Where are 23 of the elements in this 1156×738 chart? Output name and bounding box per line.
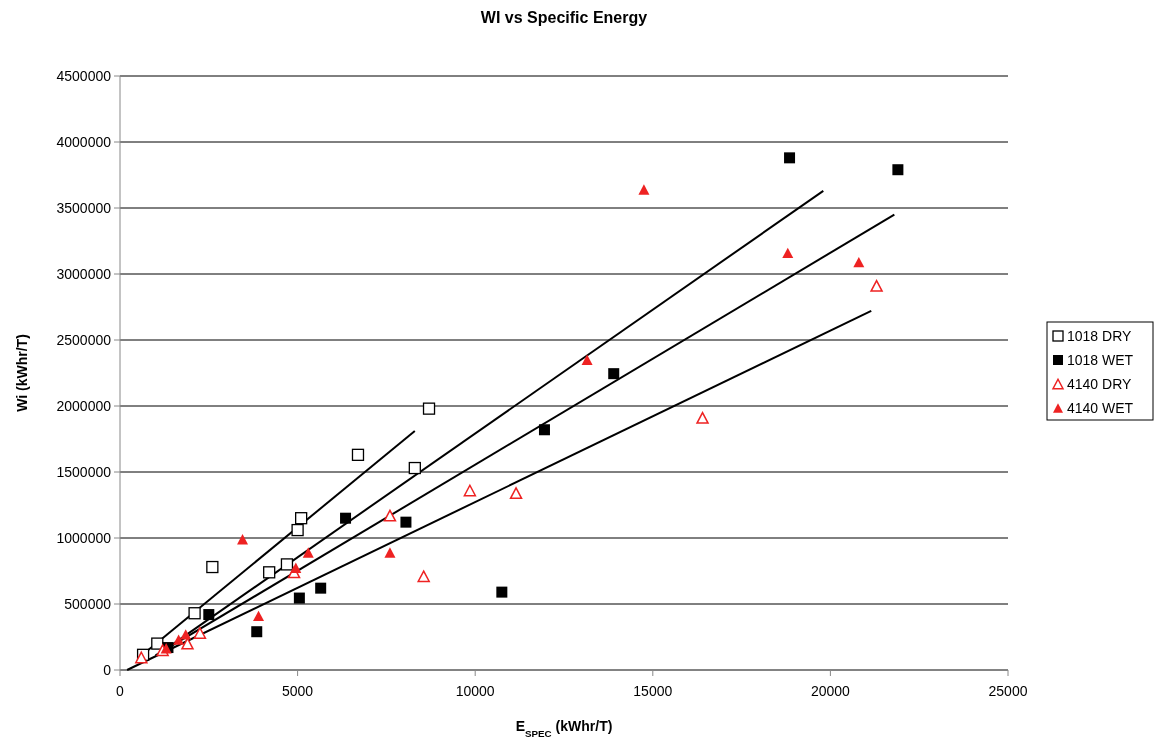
chart-title: WI vs Specific Energy	[480, 9, 648, 26]
y-tick-label: 0	[103, 661, 112, 678]
y-tick-label: 2000000	[56, 397, 112, 414]
x-tick-label: 10000	[455, 683, 495, 699]
y-tick-label: 2500000	[56, 331, 112, 348]
legend-label: 4140 WET	[1067, 399, 1134, 416]
y-tick-label: 500000	[64, 595, 112, 612]
y-tick-label: 4000000	[56, 133, 112, 150]
x-tick-label: 25000	[988, 683, 1028, 699]
y-tick-label: 1000000	[56, 529, 112, 546]
x-tick-label: 15000	[633, 683, 673, 699]
x-axis-title: E$_{SPEC}$ (kWhr/T)	[515, 718, 613, 738]
y-axis-title: Wi (kWhr/T)	[14, 334, 30, 412]
legend-label: 1018 DRY	[1067, 327, 1132, 344]
y-tick-label: 4500000	[56, 67, 112, 84]
y-tick-label: 1500000	[56, 463, 112, 480]
y-tick-label: 3500000	[56, 199, 112, 216]
x-tick-label: 5000	[282, 683, 314, 699]
y-tick-label: 3000000	[56, 265, 112, 282]
x-tick-label: 0	[116, 683, 125, 699]
x-tick-label: 20000	[810, 683, 851, 699]
legend-label: 1018 WET	[1067, 351, 1134, 368]
legend-label: 4140 DRY	[1067, 375, 1132, 392]
